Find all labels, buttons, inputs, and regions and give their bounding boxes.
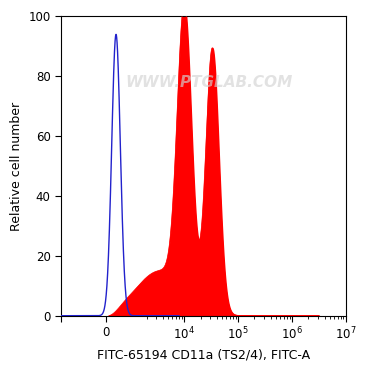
X-axis label: FITC-65194 CD11a (TS2/4), FITC-A: FITC-65194 CD11a (TS2/4), FITC-A bbox=[97, 348, 310, 361]
Text: WWW.PTGLAB.COM: WWW.PTGLAB.COM bbox=[125, 75, 293, 90]
Y-axis label: Relative cell number: Relative cell number bbox=[10, 101, 23, 231]
